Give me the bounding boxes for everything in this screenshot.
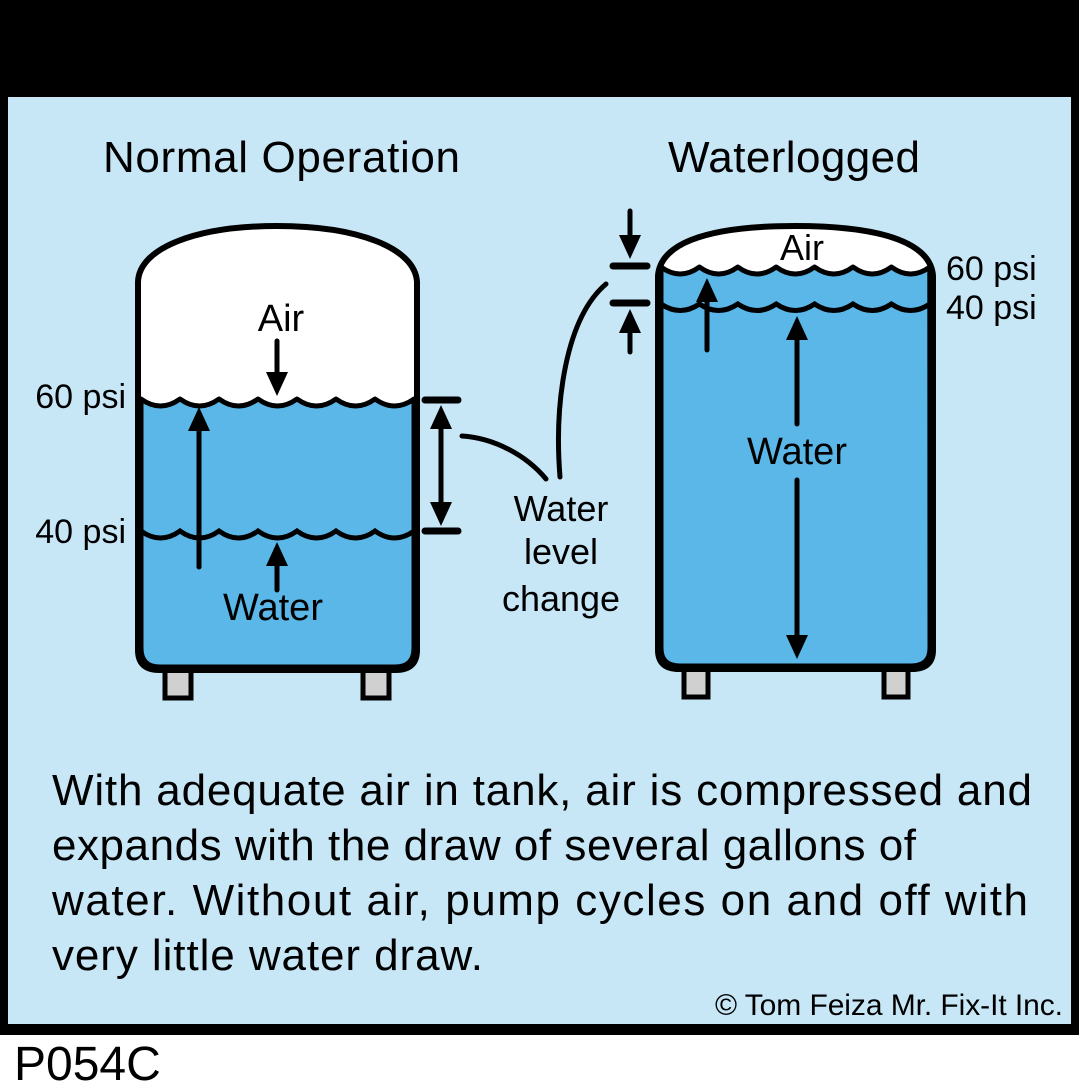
left-tank-water [138, 396, 417, 670]
air-down-arrow-head [266, 372, 288, 396]
caption-line1: With adequate air in tank, air is compre… [52, 766, 1032, 815]
page-title: Well Pressure Tank Problems [183, 16, 888, 90]
right-water-arrow-up-head [786, 316, 808, 340]
water-rise-arrow-head [188, 407, 210, 431]
figure-id: P054C [14, 1038, 161, 1086]
right-tank-water-label: Water [747, 431, 847, 473]
right-60psi-label: 60 psi [946, 250, 1037, 288]
right-tank-air-label: Air [780, 227, 824, 268]
left-tank-heading: Normal Operation [103, 133, 460, 182]
annotation-line1: Water [514, 488, 609, 529]
water-level-change-label: Water level change [502, 488, 620, 619]
small-dimension-indicator [609, 208, 651, 355]
caption-line2: expands with the draw of several gallons… [52, 821, 917, 870]
caption: With adequate air in tank, air is compre… [51, 766, 1063, 1022]
caption-line3: water. Without air, pump cycles on and o… [51, 876, 1028, 925]
left-tank-air-label: Air [258, 298, 305, 340]
left-tank-40psi-line [138, 527, 417, 541]
left-40psi-label: 40 psi [35, 513, 126, 551]
left-tank: Air Water 60 psi 40 psi [35, 223, 420, 701]
water-label-arrow-head [266, 542, 288, 566]
left-dimension-arrow [421, 396, 462, 535]
left-tank-water-label: Water [223, 587, 323, 629]
annotation-line2: level [524, 531, 598, 572]
dimension-arrow-up-head [430, 405, 452, 429]
right-40psi-label: 40 psi [946, 289, 1037, 327]
left-60psi-label: 60 psi [35, 378, 126, 416]
right-tank-heading: Waterlogged [668, 133, 920, 182]
dimension-arrow-down-head [430, 502, 452, 526]
right-tank: Air Water 60 psi 40 psi [655, 223, 1037, 700]
annotation-line3: change [502, 578, 620, 619]
small-up-arrow-head [619, 309, 641, 333]
right-tank-water [658, 264, 933, 669]
leader-curve-right [556, 281, 609, 480]
right-water-arrow-down-head [786, 635, 808, 659]
right-tank-40psi-line [658, 300, 933, 313]
caption-line4: very little water draw. [52, 931, 483, 980]
right-small-up-arrow-head [696, 278, 718, 302]
copyright: © Tom Feiza Mr. Fix-It Inc. [715, 989, 1063, 1022]
leader-curve-left [459, 433, 549, 482]
small-down-arrow-head [619, 235, 641, 259]
